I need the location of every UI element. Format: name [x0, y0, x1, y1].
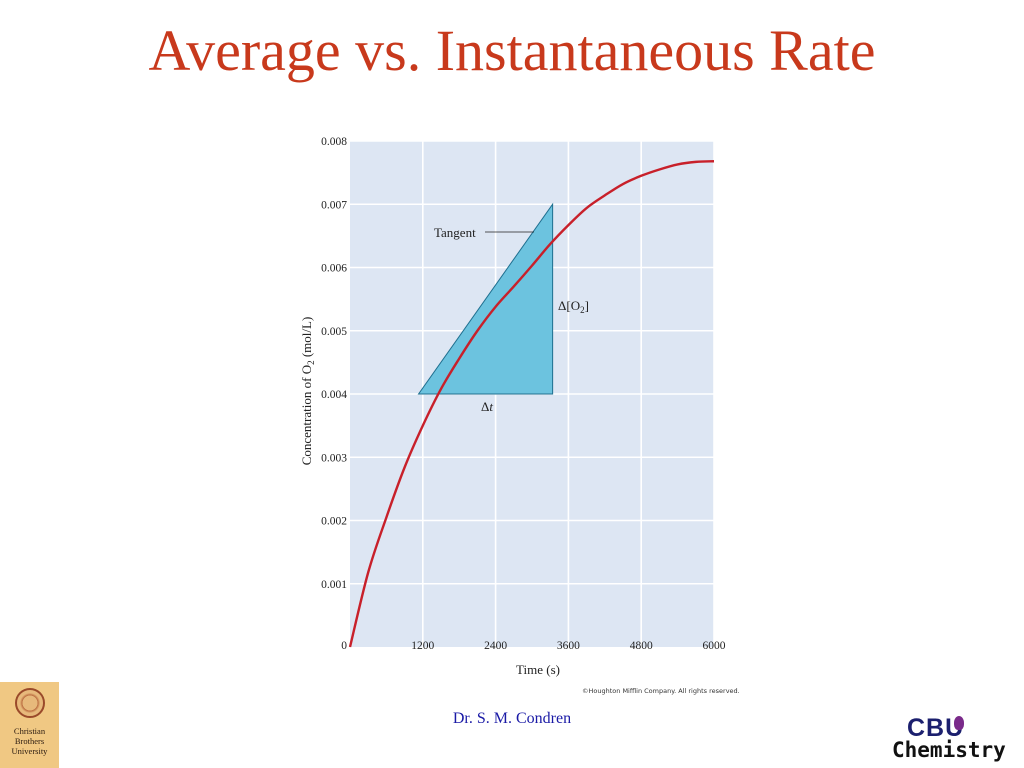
- x-axis-title: Time (s): [516, 662, 560, 677]
- delta-t-label: Δt: [481, 399, 493, 414]
- y-tick-labels: 0.001 0.002 0.003 0.004 0.005 0.006 0.007 0.008: [321, 136, 347, 591]
- y-tick-label: 0.004: [321, 389, 347, 401]
- logo-line-2: Brothers: [14, 736, 45, 746]
- y-tick-label: 0.002: [321, 516, 347, 528]
- university-seal-icon: [15, 688, 45, 718]
- y-tick-label: 0.003: [321, 452, 347, 464]
- cbu-chemistry-logo: CBU Chemistry: [888, 714, 1014, 768]
- slide-title: Average vs. Instantaneous Rate: [148, 18, 876, 83]
- o2-concentration-curve: [348, 160, 715, 648]
- author-name: Dr. S. M. Condren: [452, 710, 572, 727]
- copyright-notice: ©Houghton Mifflin Company. All rights re…: [582, 687, 740, 695]
- x-tick-label: 6000: [703, 640, 726, 652]
- delta-t-main: Δ: [481, 399, 489, 414]
- chemistry-logo-text: Chemistry: [892, 738, 1006, 762]
- x-tick-label: 4800: [630, 640, 653, 652]
- y-tick-label: 0.005: [321, 326, 347, 338]
- x-tick-label: 1200: [411, 640, 434, 652]
- delta-o2-sub: 2: [580, 305, 585, 315]
- x-tick-labels: 0 1200 2400 3600 4800 6000: [341, 640, 726, 652]
- flask-flame-icon: [954, 716, 964, 730]
- y-axis-title: Concentration of O2 (mol/L): [299, 317, 316, 466]
- delta-o2-label: Δ[O2]: [558, 298, 589, 315]
- delta-o2-tail: ]: [585, 298, 589, 313]
- cbu-logo-text: CBU: [907, 714, 965, 742]
- x-tick-label: 0: [341, 640, 347, 652]
- christian-brothers-university-logo: Christian Brothers University: [0, 682, 59, 768]
- y-axis-title-main: Concentration of O: [299, 365, 314, 465]
- x-tick-label: 3600: [557, 640, 580, 652]
- logo-line-3: University: [11, 746, 48, 756]
- o2-concentration-chart: 0.001 0.002 0.003 0.004 0.005 0.006 0.007 0.008…: [299, 136, 726, 677]
- delta-o2-main: Δ[O: [558, 298, 580, 313]
- logo-left-text: Christian Brothers University: [0, 726, 59, 756]
- y-tick-label: 0.007: [321, 199, 347, 211]
- tangent-triangle: [417, 202, 554, 395]
- y-tick-label: 0.006: [321, 263, 347, 275]
- delta-t-var: t: [489, 399, 493, 414]
- y-tick-label: 0.008: [321, 136, 347, 148]
- tangent-label: Tangent: [434, 225, 476, 240]
- logo-line-1: Christian: [13, 726, 46, 736]
- y-axis-title-tail: (mol/L): [299, 317, 314, 361]
- y-tick-label: 0.001: [321, 579, 347, 591]
- y-axis-title-sub: 2: [306, 360, 316, 365]
- x-tick-label: 2400: [484, 640, 507, 652]
